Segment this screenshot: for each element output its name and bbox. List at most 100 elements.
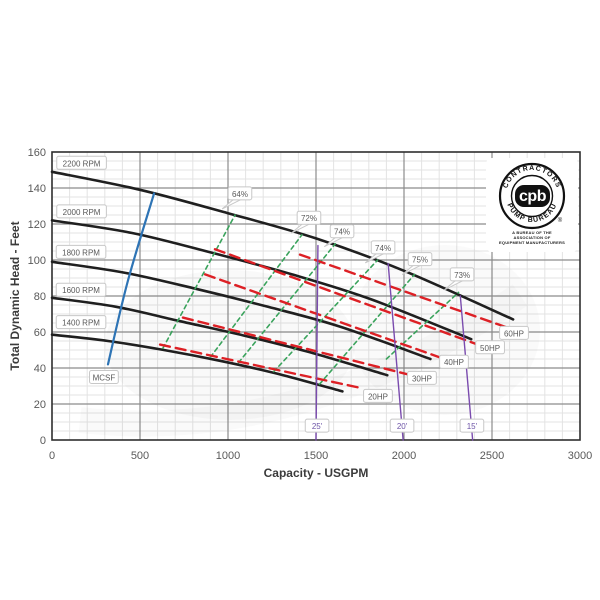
label-75-10: 75%	[401, 252, 433, 276]
label-72-7: 72%	[290, 210, 322, 234]
label-box	[407, 252, 433, 267]
label-box	[439, 354, 469, 369]
label-1800-rpm-2: 1800 RPM	[55, 244, 107, 259]
curve-1800-rpm-2	[50, 260, 432, 361]
logo-subtext-line3: EQUIPMENT MANUFACTURERS	[499, 240, 565, 245]
label-text: 40HP	[444, 358, 464, 367]
label-box	[449, 267, 475, 282]
label-box	[296, 210, 322, 225]
x-tick-label: 2500	[480, 450, 504, 462]
y-tick-label: 120	[28, 219, 46, 231]
label-text: 30HP	[412, 374, 432, 383]
axes: Capacity - USGPM Total Dynamic Head - Fe…	[8, 147, 592, 480]
y-tick-label: 100	[28, 255, 46, 267]
x-tick-label: 500	[131, 450, 149, 462]
x-tick-label: 0	[49, 450, 55, 462]
cpb-logo: CONTRACTORS PUMP BUREAU cpb ® A BUREAU O…	[486, 158, 578, 252]
label-box	[370, 240, 396, 255]
label-box	[56, 155, 107, 170]
curve-20-18	[387, 262, 404, 441]
curve-mcsf-5	[106, 192, 156, 366]
label-box	[56, 204, 107, 219]
y-axis-title: Total Dynamic Head - Feet	[8, 221, 22, 370]
curve-50hp-15	[213, 248, 480, 346]
label-box	[89, 370, 119, 384]
label-text: 74%	[334, 228, 350, 237]
label-74-8: 74%	[323, 224, 355, 248]
label-20hp-12: 20HP	[363, 388, 393, 403]
label-20-18: 20'	[389, 418, 415, 433]
label-text: 1800 RPM	[62, 248, 100, 257]
curve-1600-rpm-3	[50, 296, 389, 377]
curve-25-17	[315, 244, 319, 441]
label-text: 50HP	[480, 344, 500, 353]
y-tick-label: 20	[34, 399, 46, 411]
x-tick-label: 1000	[216, 450, 240, 462]
y-tick-label: 40	[34, 363, 46, 375]
label-1600-rpm-3: 1600 RPM	[55, 282, 107, 297]
logo-registered-mark: ®	[558, 217, 563, 224]
label-box	[55, 244, 107, 259]
label-text: 2000 RPM	[63, 208, 101, 217]
label-text: 72%	[301, 214, 317, 223]
curve-1400-rpm-4	[50, 333, 344, 393]
label-2000-rpm-1: 2000 RPM	[56, 204, 107, 219]
curve-73-11	[385, 291, 460, 360]
curve-labels: 2200 RPM 2000 RPM 1800 RPM 1600 RPM 1400 RPM…	[55, 155, 529, 433]
label-text: 74%	[375, 244, 391, 253]
label-box	[304, 418, 330, 433]
curve-30hp-13	[181, 316, 413, 377]
label-box	[407, 370, 437, 385]
curve-74-9	[272, 259, 379, 373]
label-text: 73%	[454, 271, 470, 280]
label-box	[475, 340, 505, 355]
label-40hp-14: 40HP	[439, 354, 469, 369]
label-box	[499, 325, 529, 340]
label-box	[389, 418, 415, 433]
label-25-17: 25'	[304, 418, 330, 433]
label-text: MCSF	[93, 374, 116, 383]
label-text: 1600 RPM	[62, 286, 100, 295]
curve-40hp-14	[203, 273, 446, 361]
label-text: 15'	[467, 422, 478, 431]
x-tick-label: 3000	[568, 450, 592, 462]
label-mcsf-5: MCSF	[89, 370, 119, 384]
x-tick-label: 2000	[392, 450, 416, 462]
label-15-19: 15'	[459, 418, 485, 433]
y-tick-label: 80	[34, 291, 46, 303]
curve-60hp-16	[298, 253, 511, 330]
y-tick-label: 140	[28, 183, 46, 195]
curve-75-10	[318, 273, 416, 385]
label-box	[227, 186, 253, 201]
logo-subtext-line2: ASSOCIATION OF	[514, 235, 551, 240]
label-64-6: 64%	[221, 186, 253, 210]
label-box	[55, 315, 107, 330]
label-text: 20'	[397, 422, 408, 431]
label-74-9: 74%	[364, 240, 396, 264]
logo-center-plate	[515, 185, 550, 207]
y-tick-label: 0	[40, 435, 46, 447]
label-text: 75%	[412, 256, 428, 265]
label-text: 1400 RPM	[62, 319, 100, 328]
label-30hp-13: 30HP	[407, 370, 437, 385]
logo-subtext-line1: A BUREAU OF THE	[512, 230, 552, 235]
x-tick-label: 1500	[304, 450, 328, 462]
label-text: 64%	[232, 190, 248, 199]
label-text: 25'	[312, 422, 323, 431]
label-text: 60HP	[504, 329, 524, 338]
label-text: 20HP	[368, 392, 388, 401]
curve-72-7	[209, 234, 303, 358]
label-60hp-16: 60HP	[499, 325, 529, 340]
label-73-11: 73%	[443, 267, 475, 291]
label-50hp-15: 50HP	[475, 340, 505, 355]
label-2200-rpm-0: 2200 RPM	[56, 155, 107, 170]
label-box	[55, 282, 107, 297]
curve-64-6	[162, 214, 236, 349]
x-axis-title: Capacity - USGPM	[264, 466, 369, 480]
y-tick-label: 160	[28, 147, 46, 159]
label-box	[363, 388, 393, 403]
label-1400-rpm-4: 1400 RPM	[55, 315, 107, 330]
label-box	[459, 418, 485, 433]
